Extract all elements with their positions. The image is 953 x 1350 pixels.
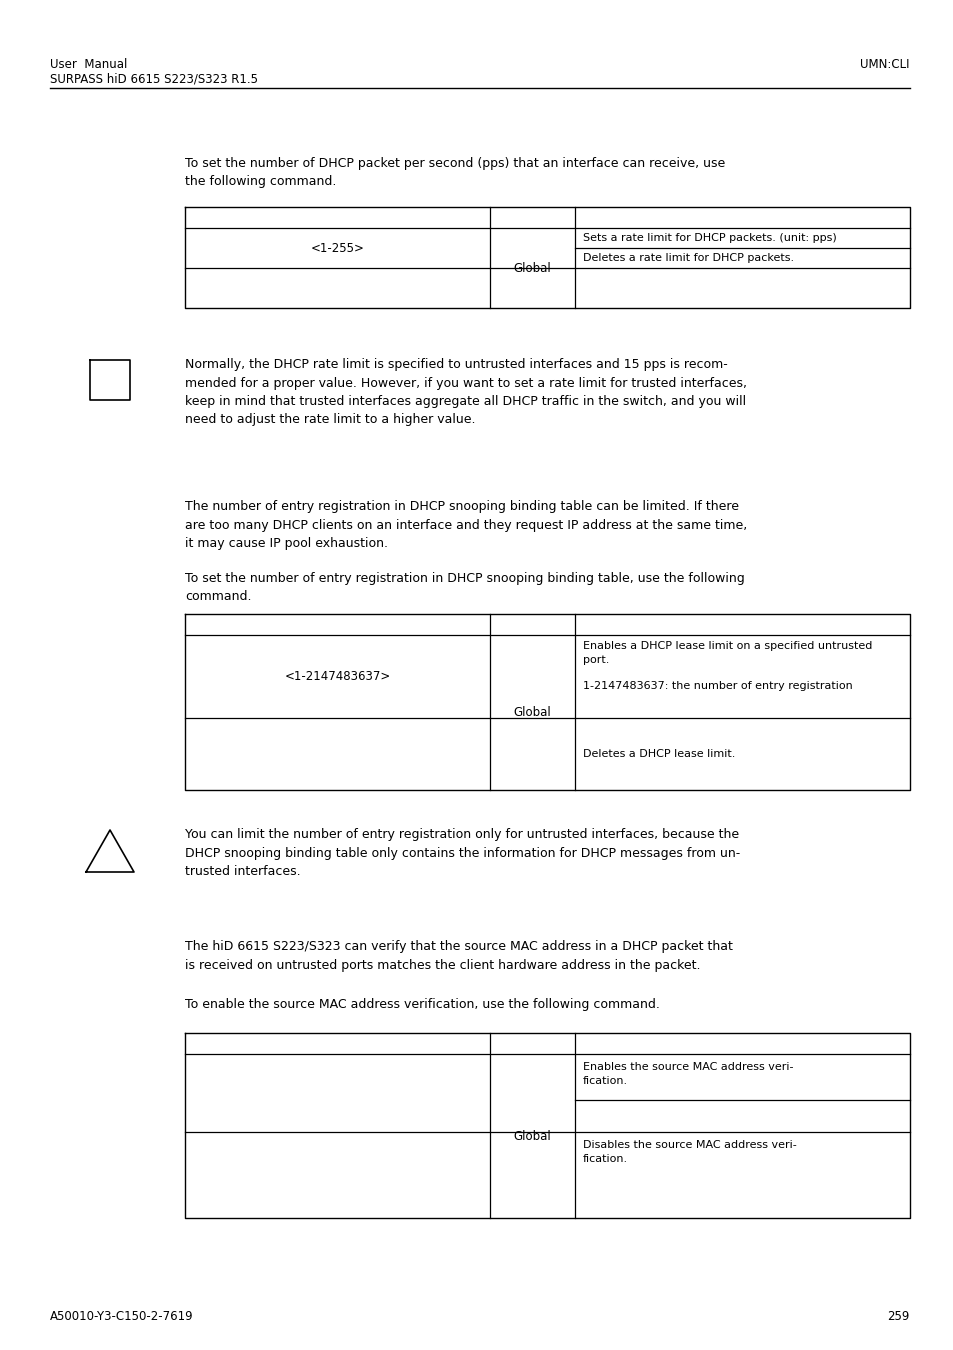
Text: <1-255>: <1-255>: [311, 242, 364, 255]
Text: To set the number of entry registration in DHCP snooping binding table, use the : To set the number of entry registration …: [185, 572, 744, 603]
Text: You can limit the number of entry registration only for untrusted interfaces, be: You can limit the number of entry regist…: [185, 828, 740, 878]
Text: Global: Global: [513, 262, 551, 274]
Text: Disables the source MAC address veri-
fication.: Disables the source MAC address veri- fi…: [582, 1139, 796, 1165]
Text: SURPASS hiD 6615 S223/S323 R1.5: SURPASS hiD 6615 S223/S323 R1.5: [50, 73, 257, 86]
Text: Sets a rate limit for DHCP packets. (unit: pps): Sets a rate limit for DHCP packets. (uni…: [582, 234, 836, 243]
Text: A50010-Y3-C150-2-7619: A50010-Y3-C150-2-7619: [50, 1310, 193, 1323]
Text: 1-2147483637: the number of entry registration: 1-2147483637: the number of entry regist…: [582, 680, 852, 691]
Text: Deletes a rate limit for DHCP packets.: Deletes a rate limit for DHCP packets.: [582, 252, 793, 263]
Text: To enable the source MAC address verification, use the following command.: To enable the source MAC address verific…: [185, 998, 659, 1011]
Text: To set the number of DHCP packet per second (pps) that an interface can receive,: To set the number of DHCP packet per sec…: [185, 157, 724, 189]
Text: Normally, the DHCP rate limit is specified to untrusted interfaces and 15 pps is: Normally, the DHCP rate limit is specifi…: [185, 358, 746, 427]
Text: 259: 259: [886, 1310, 909, 1323]
Text: <1-2147483637>: <1-2147483637>: [284, 670, 390, 683]
Text: UMN:CLI: UMN:CLI: [860, 58, 909, 72]
Text: The hiD 6615 S223/S323 can verify that the source MAC address in a DHCP packet t: The hiD 6615 S223/S323 can verify that t…: [185, 940, 732, 972]
Text: Global: Global: [513, 706, 551, 720]
Text: Enables the source MAC address veri-
fication.: Enables the source MAC address veri- fic…: [582, 1062, 793, 1087]
Text: The number of entry registration in DHCP snooping binding table can be limited. : The number of entry registration in DHCP…: [185, 500, 746, 549]
Text: Global: Global: [513, 1130, 551, 1142]
Text: Enables a DHCP lease limit on a specified untrusted
port.: Enables a DHCP lease limit on a specifie…: [582, 641, 871, 666]
Text: User  Manual: User Manual: [50, 58, 128, 72]
Text: Deletes a DHCP lease limit.: Deletes a DHCP lease limit.: [582, 749, 735, 759]
